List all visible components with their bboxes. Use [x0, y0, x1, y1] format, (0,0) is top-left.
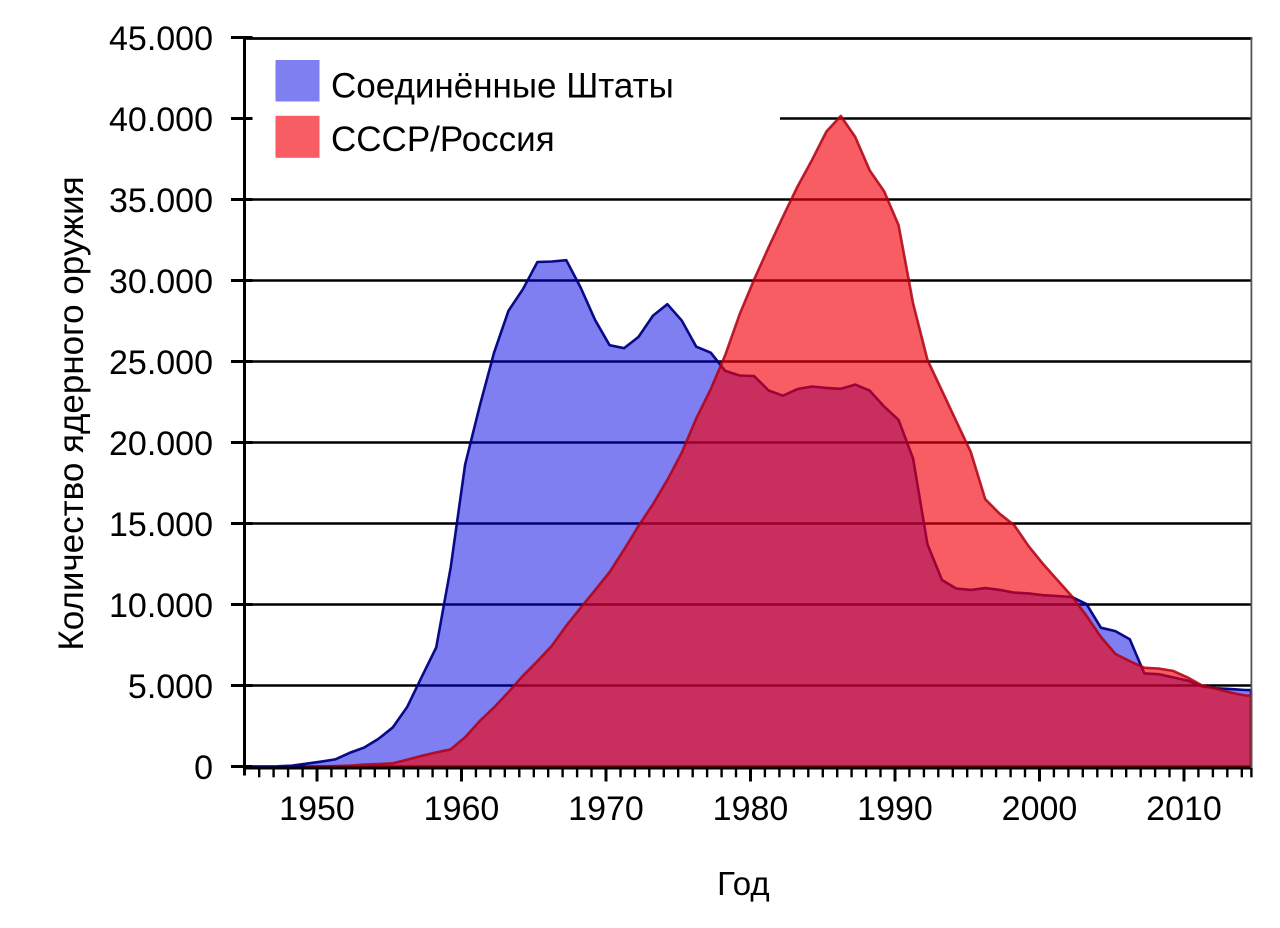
svg-text:1990: 1990 [857, 790, 933, 828]
svg-text:10.000: 10.000 [109, 587, 213, 625]
svg-text:СССР/Россия: СССР/Россия [331, 120, 555, 159]
svg-text:0: 0 [194, 749, 213, 787]
svg-text:5.000: 5.000 [128, 668, 213, 706]
svg-text:40.000: 40.000 [109, 101, 213, 139]
svg-text:20.000: 20.000 [109, 425, 213, 463]
svg-text:15.000: 15.000 [109, 506, 213, 544]
svg-text:1950: 1950 [279, 790, 355, 828]
svg-text:30.000: 30.000 [109, 263, 213, 301]
svg-text:2000: 2000 [1002, 790, 1078, 828]
svg-text:Соединённые Штаты: Соединённые Штаты [331, 67, 674, 106]
svg-text:25.000: 25.000 [109, 344, 213, 382]
svg-text:2010: 2010 [1146, 790, 1222, 828]
svg-text:Год: Год [717, 865, 770, 902]
svg-text:1980: 1980 [713, 790, 789, 828]
svg-text:1960: 1960 [424, 790, 500, 828]
svg-text:45.000: 45.000 [109, 20, 213, 58]
svg-text:Количество ядерного оружия: Количество ядерного оружия [52, 176, 91, 650]
svg-text:1970: 1970 [568, 790, 644, 828]
svg-text:35.000: 35.000 [109, 182, 213, 220]
